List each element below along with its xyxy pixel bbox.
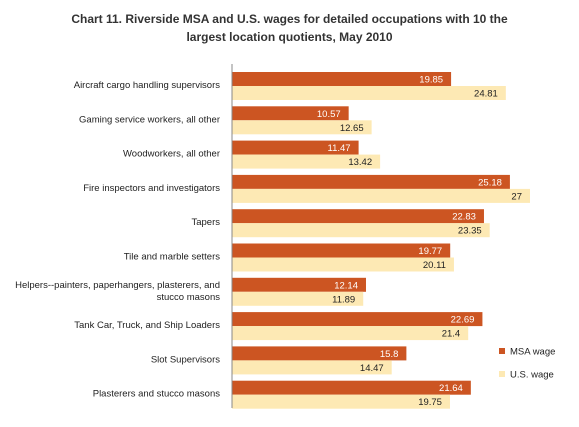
category-label: Aircraft cargo handling supervisors: [74, 80, 221, 91]
msa-wage-bar: [232, 140, 359, 155]
msa-wage-bar: [232, 346, 407, 361]
us-wage-value-label: 14.47: [360, 363, 384, 374]
us-wage-bar: [232, 154, 381, 169]
us-wage-bar: [232, 188, 530, 203]
us-wage-bar: [232, 120, 372, 135]
msa-wage-value-label: 12.14: [334, 280, 358, 291]
msa-wage-value-label: 19.85: [419, 75, 443, 86]
us-wage-value-label: 24.81: [474, 89, 498, 100]
chart-title: Chart 11. Riverside MSA and U.S. wages f…: [0, 10, 579, 46]
us-wage-value-label: 19.75: [418, 397, 442, 408]
msa-wage-bar: [232, 106, 349, 121]
us-wage-bar: [232, 326, 469, 341]
msa-wage-value-label: 11.47: [328, 143, 351, 154]
category-label: Fire inspectors and investigators: [83, 183, 220, 194]
category-label: Woodworkers, all other: [123, 149, 220, 160]
msa-wage-value-label: 15.8: [380, 349, 399, 360]
msa-wage-bar: [232, 243, 451, 258]
msa-wage-bar: [232, 312, 483, 327]
chart-title-line-1: Chart 11. Riverside MSA and U.S. wages f…: [71, 12, 508, 26]
msa-wage-value-label: 22.83: [452, 212, 476, 223]
us-wage-value-label: 11.89: [332, 294, 355, 305]
us-wage-bar: [232, 360, 392, 375]
category-label: Tile and marble setters: [124, 252, 221, 263]
legend-swatch-msa: [499, 348, 505, 354]
msa-wage-value-label: 21.64: [439, 383, 463, 394]
category-label: Helpers--painters, paperhangers, plaster…: [15, 280, 220, 291]
us-wage-value-label: 12.65: [340, 123, 364, 134]
legend-label-us: U.S. wage: [510, 370, 554, 381]
category-label: stucco masons: [157, 292, 221, 303]
msa-wage-value-label: 22.69: [451, 315, 475, 326]
us-wage-bar: [232, 291, 364, 306]
chart-title-line-2: largest location quotients, May 2010: [186, 30, 393, 44]
msa-wage-bar: [232, 277, 366, 292]
legend-swatch-us: [499, 371, 505, 377]
msa-wage-value-label: 25.18: [478, 177, 502, 188]
msa-wage-bar: [232, 174, 510, 189]
us-wage-bar: [232, 223, 490, 238]
msa-wage-value-label: 10.57: [317, 109, 341, 120]
category-label: Slot Supervisors: [151, 354, 220, 365]
us-wage-value-label: 20.11: [423, 260, 446, 271]
us-wage-value-label: 13.42: [348, 157, 372, 168]
msa-wage-value-label: 19.77: [418, 246, 442, 257]
category-label: Plasterers and stucco masons: [93, 389, 221, 400]
us-wage-value-label: 27: [511, 191, 522, 202]
category-label: Gaming service workers, all other: [79, 114, 220, 125]
msa-wage-bar: [232, 209, 484, 224]
us-wage-bar: [232, 394, 450, 409]
category-label: Tank Car, Truck, and Ship Loaders: [74, 320, 220, 331]
msa-wage-bar: [232, 380, 471, 395]
us-wage-bar: [232, 257, 454, 272]
us-wage-value-label: 21.4: [442, 329, 461, 340]
us-wage-bar: [232, 86, 506, 100]
category-label: Tapers: [191, 217, 220, 228]
us-wage-value-label: 23.35: [458, 226, 482, 237]
legend-label-msa: MSA wage: [510, 347, 555, 358]
msa-wage-bar: [232, 72, 452, 86]
